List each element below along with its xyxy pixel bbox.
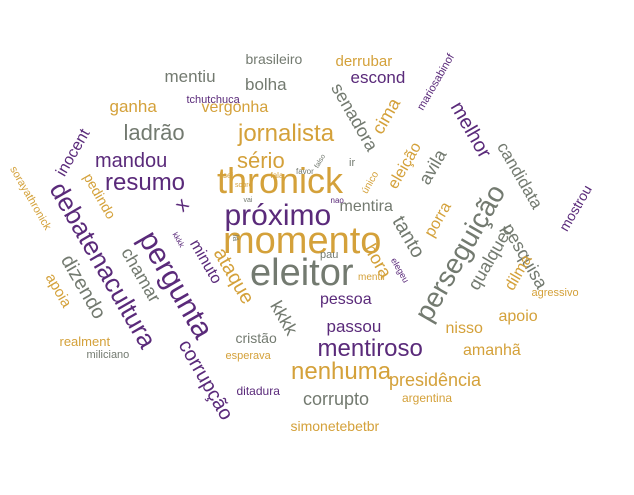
- word-cloud-term: tanto: [387, 212, 429, 262]
- word-cloud-term: eleição: [384, 139, 425, 192]
- word-cloud-term: tchutchuca: [186, 93, 240, 106]
- word-cloud-term: cristão: [235, 330, 277, 346]
- word-cloud-term: mentira: [339, 198, 393, 215]
- word-cloud-term: fala: [270, 171, 284, 180]
- word-cloud-term: eleitor: [250, 252, 354, 294]
- word-cloud-term: amanhã: [463, 342, 521, 359]
- word-cloud-term: agressivo: [531, 286, 579, 299]
- word-cloud-term: derrubar: [335, 52, 393, 70]
- word-cloud-term: vergonha: [201, 99, 269, 116]
- word-cloud-term: próximo: [224, 199, 332, 232]
- word-cloud-term: jornalista: [238, 120, 335, 147]
- word-cloud-term: escond: [350, 67, 406, 87]
- word-cloud-term: vai: [243, 196, 253, 204]
- word-cloud-term: ditadura: [236, 384, 280, 398]
- word-cloud-term: pessoa: [320, 291, 372, 308]
- word-cloud-term: porra: [421, 199, 455, 241]
- word-cloud-term: argentina: [402, 391, 453, 405]
- word-cloud-term: favor: [296, 167, 314, 176]
- word-cloud-term: sério: [237, 148, 285, 173]
- word-cloud-term: inocent: [53, 126, 94, 180]
- word-cloud-term: nisso: [445, 320, 483, 337]
- word-cloud-term: brasileiro: [245, 51, 303, 67]
- word-cloud-term: momento: [223, 220, 382, 262]
- word-cloud-term: ladrão: [123, 120, 185, 145]
- word-cloud-term: miliciano: [86, 348, 130, 361]
- word-cloud-term: sei: [223, 171, 234, 180]
- word-cloud-term: mentiu: [164, 66, 216, 86]
- word-cloud-term: ir: [349, 156, 356, 169]
- word-cloud-term: resumo: [105, 169, 186, 196]
- word-cloud-term: mentiroso: [317, 335, 423, 362]
- word-cloud-term: corrupto: [303, 389, 370, 409]
- word-cloud-term: simonetebetbr: [290, 418, 380, 434]
- word-cloud-term: x: [170, 193, 194, 217]
- word-cloud-term: sorayathronick: [7, 163, 54, 232]
- word-cloud-term: presidência: [389, 370, 482, 390]
- word-cloud-term: melhor: [445, 98, 495, 162]
- word-cloud-term: lá: [231, 234, 241, 242]
- word-cloud-term: mandou: [95, 150, 168, 172]
- word-cloud-term: mentir: [358, 272, 386, 283]
- word-cloud-term: apoio: [498, 308, 538, 325]
- word-cloud-term: esperava: [225, 349, 271, 362]
- word-cloud-term: pau: [320, 248, 339, 261]
- word-cloud-term: mostrou: [555, 182, 595, 234]
- word-cloud-term: ganha: [109, 96, 157, 116]
- word-cloud-term: thronick: [217, 160, 344, 201]
- word-cloud-term: nao: [330, 196, 344, 205]
- word-cloud-term: realment: [59, 333, 111, 349]
- word-cloud-term: mariosabinof: [414, 51, 457, 113]
- word-cloud-term: único: [359, 169, 382, 196]
- word-cloud-term: nenhuma: [291, 358, 392, 385]
- word-cloud-term: sobre: [235, 181, 253, 189]
- word-cloud-term: bolha: [245, 74, 287, 94]
- word-cloud-term: passou: [326, 316, 382, 336]
